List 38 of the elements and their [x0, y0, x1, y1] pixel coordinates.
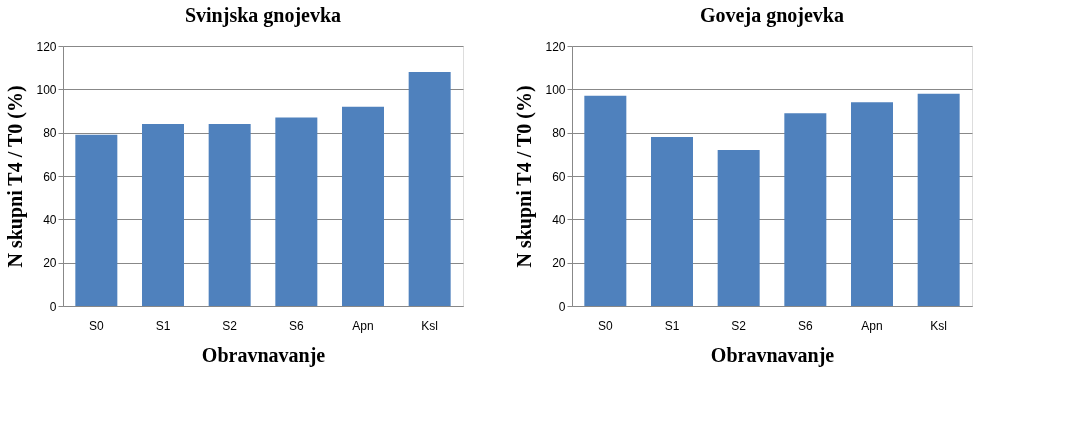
x-tick-label: Apn — [352, 318, 374, 333]
x-tick-label: S2 — [731, 318, 747, 333]
bar — [142, 124, 184, 306]
bar — [342, 106, 384, 306]
x-tick-label: S2 — [222, 318, 238, 333]
y-tick-label: 60 — [43, 169, 57, 184]
x-tick-label: Ksl — [421, 318, 438, 333]
y-tick-label: 100 — [545, 82, 566, 97]
bar — [75, 134, 118, 306]
x-tick-label: S1 — [664, 318, 680, 333]
x-tick-label: S6 — [797, 318, 813, 333]
y-axis-title: N skupni T4 / T0 (%) — [4, 85, 28, 268]
y-tick-label: 100 — [36, 82, 57, 97]
bar — [408, 72, 451, 306]
y-tick-label: 80 — [43, 126, 57, 141]
x-axis-title: Obravnavanje — [710, 343, 835, 367]
bar — [208, 124, 251, 306]
y-tick-label: 120 — [36, 39, 57, 54]
x-tick-label: S0 — [597, 318, 613, 333]
y-tick-label: 0 — [49, 299, 57, 314]
y-tick-label: 60 — [552, 169, 566, 184]
chart-title: Svinjska gnojevka — [184, 4, 342, 27]
y-tick-label: 120 — [545, 39, 566, 54]
bar — [275, 117, 318, 306]
x-tick-label: Ksl — [930, 318, 947, 333]
x-axis-title: Obravnavanje — [201, 343, 326, 367]
y-tick-label: 80 — [552, 126, 566, 141]
y-axis-title: N skupni T4 / T0 (%) — [513, 85, 537, 268]
chart-title: Goveja gnojevka — [700, 4, 844, 27]
y-tick-label: 20 — [43, 256, 57, 271]
x-tick-label: S0 — [88, 318, 104, 333]
y-tick-label: 20 — [552, 256, 566, 271]
y-tick-label: 40 — [552, 212, 566, 227]
x-tick-label: S1 — [155, 318, 171, 333]
x-tick-label: Apn — [861, 318, 883, 333]
y-tick-label: 40 — [43, 212, 57, 227]
x-tick-label: S6 — [288, 318, 304, 333]
y-tick-label: 0 — [558, 299, 566, 314]
